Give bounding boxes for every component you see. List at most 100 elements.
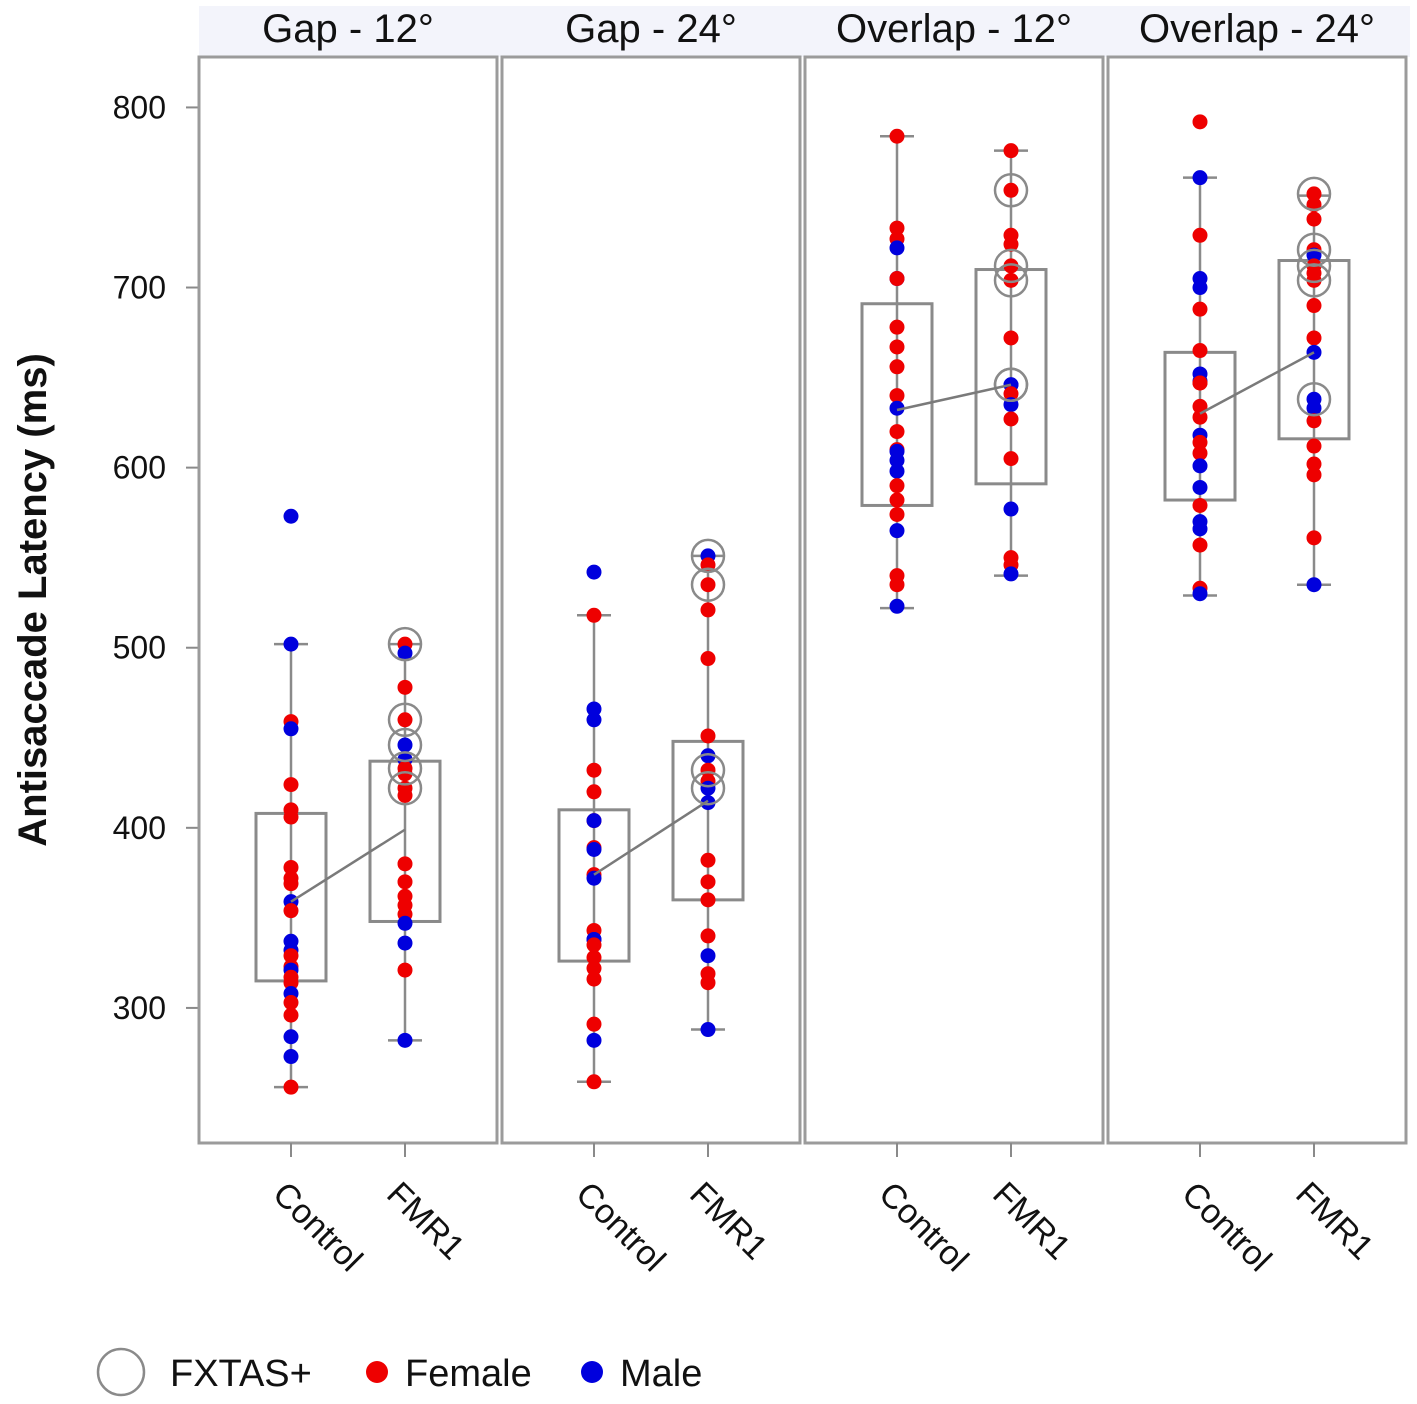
data-point-female <box>889 478 905 494</box>
fxtas-ring <box>993 367 1029 403</box>
data-point-male <box>1192 586 1208 602</box>
data-point-female <box>283 859 299 875</box>
data-point-male <box>586 701 602 717</box>
data-point-female <box>700 928 716 944</box>
data-point-male <box>397 1032 413 1048</box>
data-point-female <box>283 777 299 793</box>
data-point-female <box>586 949 602 965</box>
data-point-female <box>1306 330 1322 346</box>
data-point-female <box>283 876 299 892</box>
x-tick-label: Control <box>568 1175 672 1279</box>
fxtas-ring <box>690 752 726 788</box>
data-point-female <box>700 602 716 618</box>
fxtas-ring <box>1296 248 1332 284</box>
data-point-male <box>283 1049 299 1065</box>
legend: FXTAS+ Female Male <box>96 1347 702 1397</box>
data-point-male <box>283 1029 299 1045</box>
fxtas-ring <box>690 538 726 574</box>
fxtas-ring <box>993 173 1029 208</box>
data-point-male <box>586 870 602 886</box>
data-point-female <box>1192 537 1208 553</box>
data-point-male <box>283 636 299 652</box>
data-point-male <box>700 748 716 764</box>
data-point-female <box>283 975 299 991</box>
data-point-female <box>586 937 602 953</box>
data-point-female <box>700 762 716 778</box>
x-tick-label: Control <box>265 1175 369 1279</box>
fxtas-ring <box>1296 232 1332 267</box>
data-point-male <box>1306 400 1322 416</box>
data-point-male <box>700 795 716 811</box>
data-point-female <box>283 1079 299 1095</box>
data-point-male <box>889 452 905 468</box>
data-point-female <box>1192 114 1208 130</box>
x-axis-ticks: Control FMR1 Control FMR1 Control FMR1 Control… <box>265 1143 1381 1279</box>
data-point-male <box>1003 566 1019 582</box>
data-point-female <box>586 960 602 976</box>
x-tick-label: Control <box>1174 1175 1278 1279</box>
data-point-female <box>700 728 716 744</box>
data-point-male <box>397 915 413 931</box>
data-point-female <box>586 784 602 800</box>
data-point-female <box>397 787 413 803</box>
y-tick-label: 600 <box>113 450 166 486</box>
data-point-female <box>1192 409 1208 425</box>
data-point-female <box>1306 211 1322 227</box>
fxtas-ring <box>387 727 423 763</box>
data-point-female <box>1306 467 1322 483</box>
data-point-female <box>586 607 602 623</box>
y-tick-label: 400 <box>113 810 166 846</box>
panel <box>803 55 1105 1145</box>
data-point-female <box>1192 445 1208 461</box>
data-point-female <box>889 506 905 522</box>
data-point-male <box>889 523 905 539</box>
data-point-female <box>1192 375 1208 391</box>
fxtas-ring <box>993 248 1029 284</box>
legend-male-label: Male <box>620 1353 702 1395</box>
data-point-male <box>1192 479 1208 495</box>
panel <box>197 55 499 1145</box>
plot-panels <box>197 55 1408 1145</box>
y-axis: 300 400 500 600 700 800 <box>113 89 199 1026</box>
data-point-female <box>397 712 413 728</box>
header-band <box>199 6 1410 57</box>
y-tick-label: 300 <box>113 990 166 1026</box>
group-control <box>254 508 328 1095</box>
data-point-male <box>889 463 905 479</box>
x-tick-label: FMR1 <box>682 1175 774 1267</box>
data-point-female <box>283 995 299 1011</box>
median-connector <box>1199 351 1315 415</box>
fxtas-ring <box>387 770 423 806</box>
y-tick-label: 700 <box>113 270 166 306</box>
data-point-male <box>1192 458 1208 474</box>
legend-male-marker <box>581 1361 603 1383</box>
data-point-female <box>1306 530 1322 546</box>
data-point-female <box>889 339 905 355</box>
data-point-female <box>889 577 905 593</box>
data-point-male <box>1192 170 1208 186</box>
data-point-female <box>1003 143 1019 159</box>
fxtas-ring <box>387 626 423 662</box>
panel-frame <box>500 55 802 1145</box>
legend-female-label: Female <box>405 1353 532 1395</box>
data-point-female <box>889 271 905 287</box>
fxtas-ring <box>1296 381 1332 417</box>
panel-title: Overlap - 24° <box>1139 7 1375 51</box>
data-point-male <box>700 780 716 796</box>
data-point-female <box>586 762 602 778</box>
panel-title: Gap - 12° <box>262 7 434 51</box>
data-point-female <box>700 892 716 908</box>
group-fmr1 <box>671 538 745 1038</box>
data-point-female <box>283 948 299 964</box>
data-point-female <box>397 766 413 782</box>
group-control <box>557 564 631 1090</box>
fxtas-ring <box>993 263 1029 298</box>
data-point-female <box>700 577 716 593</box>
data-point-female <box>700 874 716 890</box>
data-point-female <box>1306 456 1322 472</box>
data-point-female <box>1003 236 1019 252</box>
data-point-female <box>1306 272 1322 288</box>
y-tick-label: 800 <box>113 89 166 125</box>
x-tick-label: FMR1 <box>1288 1175 1380 1267</box>
y-tick-label: 500 <box>113 630 166 666</box>
